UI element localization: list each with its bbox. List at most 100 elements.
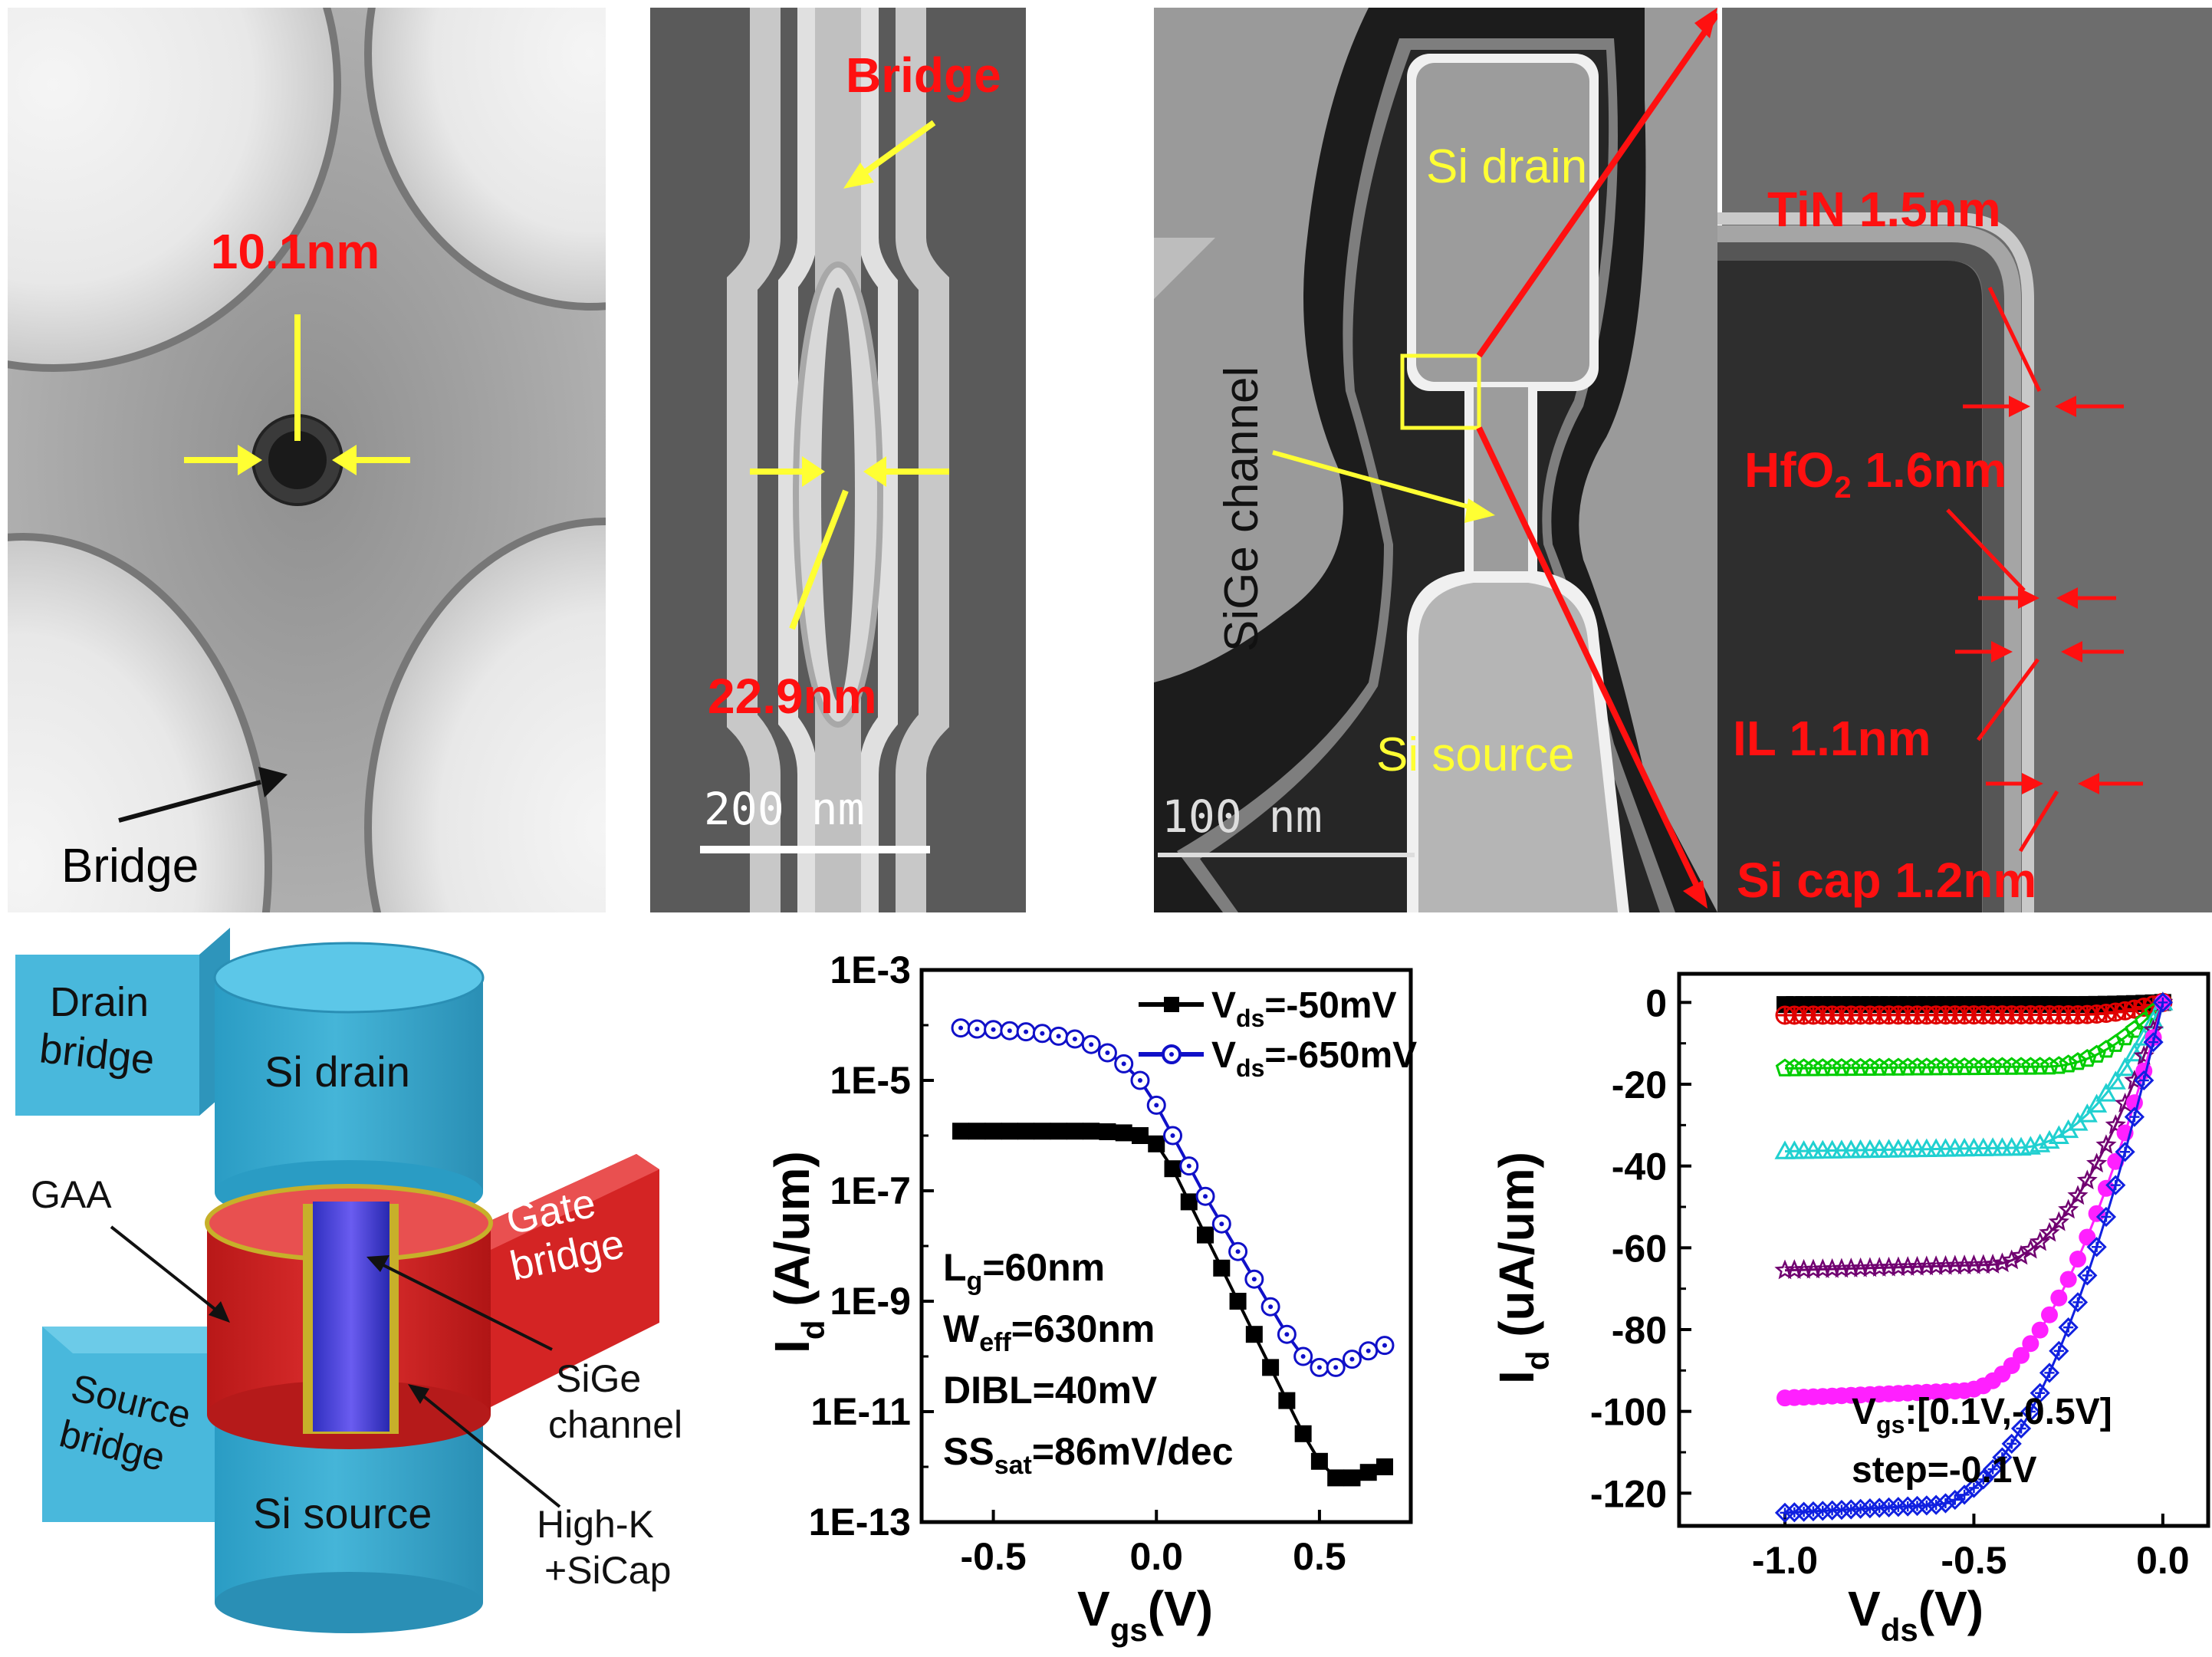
chart1-point bbox=[1081, 1034, 1101, 1054]
chart2-point bbox=[2097, 1179, 2115, 1197]
chart2-xtick-label: -1.0 bbox=[1752, 1539, 1818, 1582]
chart1-point bbox=[1131, 1127, 1149, 1144]
chart2-point bbox=[2095, 1134, 2117, 1155]
chart2-point bbox=[2079, 1228, 2096, 1246]
chart1-point bbox=[1326, 1357, 1346, 1377]
chart1-point bbox=[984, 1020, 1004, 1040]
panel-b-scale-label: 200 nm bbox=[704, 783, 865, 835]
nanowire-core bbox=[268, 431, 327, 489]
hfo2-layer bbox=[1717, 225, 2021, 912]
chart2-point bbox=[2124, 1106, 2145, 1127]
chart2-point bbox=[2058, 1198, 2079, 1219]
chart2-point bbox=[1954, 1057, 1974, 1076]
chart2-point bbox=[1973, 1469, 1993, 1490]
panel-b-scale-bar bbox=[700, 846, 930, 853]
chart2-point bbox=[2086, 1093, 2108, 1113]
chart1-ytick-label: 1E-3 bbox=[830, 949, 911, 991]
chart2-point bbox=[1823, 1058, 1842, 1077]
channel-core bbox=[821, 288, 855, 702]
chart1-point bbox=[1099, 1123, 1116, 1140]
chart2-ylabel: Id (uA/um) bbox=[1489, 1152, 1556, 1384]
chart2-point bbox=[2058, 1317, 2079, 1338]
panel-a-arrowhead-left bbox=[238, 445, 262, 475]
panel-d-sicap-label: Si cap 1.2nm bbox=[1737, 853, 2036, 908]
chart1-point bbox=[1376, 1458, 1393, 1475]
chart1-point bbox=[1359, 1341, 1379, 1361]
highk-label-1: High-K bbox=[537, 1503, 654, 1546]
chart1-point bbox=[984, 1123, 1002, 1140]
chart2-point bbox=[1842, 1057, 1861, 1077]
chart1-point bbox=[1260, 1297, 1280, 1317]
panel-b-bridge-arrow bbox=[855, 120, 936, 181]
panel-c-tem-cross-section: Si drain Si source SiGe channel 100 nm bbox=[1154, 8, 1717, 912]
chart2-point bbox=[2106, 1034, 2125, 1052]
chart2-point bbox=[2041, 1306, 2058, 1323]
chart2-point bbox=[2013, 1346, 2030, 1364]
wire-edge-left-outer bbox=[727, 8, 781, 912]
chart2-point bbox=[2039, 1129, 2060, 1149]
chart2-point bbox=[1944, 1489, 1965, 1511]
chart1-point bbox=[1310, 1357, 1330, 1377]
chart2-point bbox=[2067, 1292, 2089, 1313]
chart2-point bbox=[2105, 1114, 2126, 1134]
chart1-point bbox=[1032, 1024, 1052, 1044]
chart2-point bbox=[1794, 1058, 1813, 1077]
chart2-point bbox=[2076, 1169, 2098, 1190]
chart1-point bbox=[1130, 1070, 1150, 1090]
chart1-point bbox=[1229, 1293, 1247, 1310]
chart1-point bbox=[1179, 1156, 1199, 1176]
drain-bridge bbox=[15, 928, 230, 1116]
chart1-point bbox=[1293, 1346, 1313, 1366]
chart2-point bbox=[1775, 1058, 1795, 1077]
chart2-point bbox=[1993, 1057, 2012, 1075]
chart2-point bbox=[1785, 1058, 1804, 1077]
chart2-point bbox=[2022, 1335, 2039, 1353]
pad-bottom-right bbox=[364, 518, 606, 912]
chart1-ytick-label: 1E-7 bbox=[830, 1169, 911, 1212]
chart2-point bbox=[2039, 1057, 2059, 1075]
panel-d-il-label: IL 1.1nm bbox=[1733, 711, 1931, 766]
chart1-point bbox=[1228, 1241, 1248, 1261]
chart1-annotation-dibl: DIBL=40mV bbox=[943, 1369, 1158, 1412]
chart2-point bbox=[1982, 1254, 2003, 1274]
chart1-point bbox=[1197, 1226, 1214, 1244]
chart2-point bbox=[2059, 1271, 2077, 1288]
sige-channel-cylinder bbox=[313, 1202, 389, 1432]
chart2-ytick-label: -80 bbox=[1612, 1309, 1667, 1352]
chart2-point bbox=[1870, 1057, 1889, 1076]
chart2-point bbox=[2059, 1054, 2078, 1073]
chart2-point bbox=[2105, 1175, 2126, 1195]
chart2-point bbox=[2088, 1205, 2105, 1222]
chart1-point bbox=[1148, 1135, 1165, 1152]
chart1-point bbox=[1164, 1160, 1182, 1178]
panel-a-image: 10.1nm Bridge bbox=[8, 8, 606, 912]
chart2-point bbox=[2068, 1052, 2088, 1070]
si-source bbox=[1418, 583, 1618, 912]
chart2-point bbox=[2134, 1070, 2154, 1091]
chart2-point bbox=[1982, 1458, 2003, 1480]
chart2-point bbox=[2048, 1211, 2069, 1231]
zoom-line-top bbox=[1476, 12, 1717, 358]
panel-d-hfo2-label: HfO2 1.6nm bbox=[1744, 442, 2007, 505]
chart1-point bbox=[1277, 1324, 1297, 1344]
chart1-annotation-lg: Lg=60nm bbox=[943, 1246, 1105, 1296]
chart1-xtick-label: 0.0 bbox=[1129, 1535, 1183, 1578]
chart2-ytick-label: 0 bbox=[1645, 981, 1667, 1024]
panel-a-dimension-label: 10.1nm bbox=[211, 224, 380, 279]
chart2-xlabel: Vds(V) bbox=[1848, 1581, 1984, 1648]
chart2-point bbox=[2087, 1044, 2106, 1063]
chart2-point bbox=[2002, 1057, 2021, 1075]
panel-d-hrtem: TiN 1.5nm HfO2 1.6nm IL 1.1nm Si cap 1.2… bbox=[1717, 8, 2212, 912]
chart2-point bbox=[2095, 1206, 2117, 1228]
chart1-point bbox=[1310, 1452, 1328, 1470]
panel-c-channel-label: SiGe channel bbox=[1215, 367, 1268, 652]
sige-label-2: channel bbox=[548, 1403, 682, 1446]
chart2-point bbox=[1926, 1057, 1946, 1076]
chart2-point bbox=[1832, 1057, 1852, 1077]
chart1-point bbox=[1278, 1392, 1296, 1409]
chart1-point bbox=[1211, 1214, 1231, 1234]
chart2-point bbox=[2152, 992, 2173, 1013]
chart1-ytick-label: 1E-13 bbox=[809, 1501, 911, 1544]
chart2-point bbox=[2010, 1418, 2032, 1439]
chart2-point bbox=[2049, 1340, 2069, 1361]
